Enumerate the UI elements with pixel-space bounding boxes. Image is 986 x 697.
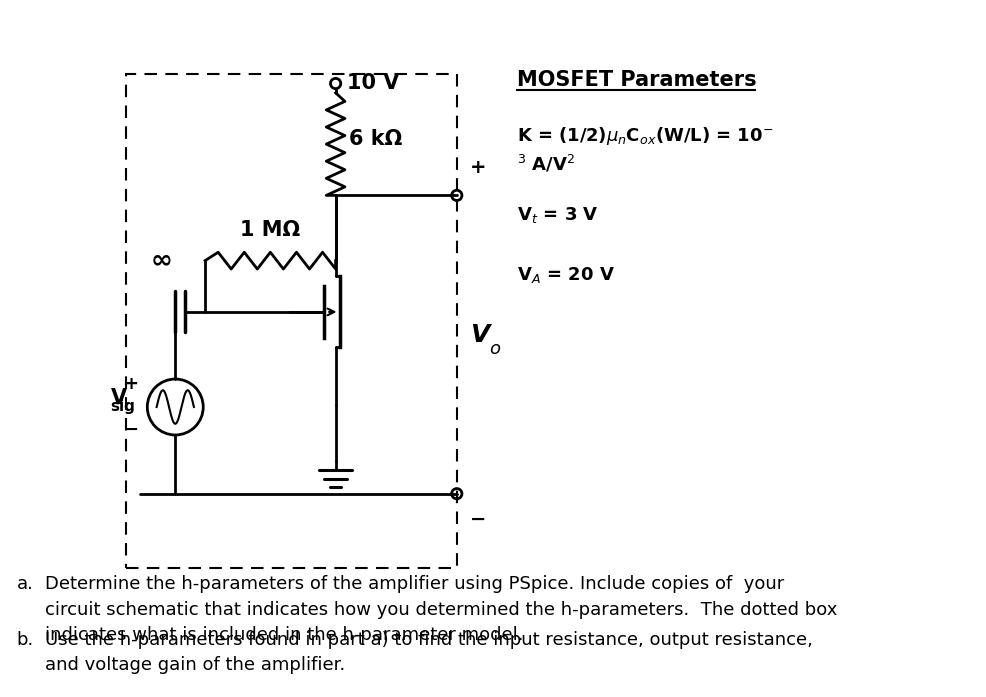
Bar <box>126 74 457 568</box>
Text: V$_A$ = 20 V: V$_A$ = 20 V <box>517 266 614 285</box>
Text: V: V <box>469 323 489 347</box>
Text: Use the h-parameters found in part a) to find the input resistance, output resis: Use the h-parameters found in part a) to… <box>44 631 811 675</box>
Text: $^3$ A/V$^2$: $^3$ A/V$^2$ <box>517 153 575 174</box>
Text: V$_t$ = 3 V: V$_t$ = 3 V <box>517 205 599 224</box>
Text: b.: b. <box>17 631 34 649</box>
Text: 10 V: 10 V <box>346 72 398 93</box>
Text: sig: sig <box>110 399 135 415</box>
Text: o: o <box>489 340 500 358</box>
Text: +: + <box>469 158 486 177</box>
Text: K = (1/2)$\mu_n$C$_{ox}$(W/L) = 10$^{-}$: K = (1/2)$\mu_n$C$_{ox}$(W/L) = 10$^{-}$ <box>517 125 773 148</box>
Text: V: V <box>110 388 126 408</box>
Text: +: + <box>123 375 138 392</box>
Text: −: − <box>122 421 138 439</box>
Text: −: − <box>469 510 486 529</box>
Text: MOSFET Parameters: MOSFET Parameters <box>517 70 756 89</box>
Text: 1 MΩ: 1 MΩ <box>240 220 300 240</box>
Text: a.: a. <box>17 575 34 593</box>
Text: ∞: ∞ <box>150 247 173 274</box>
Text: Determine the h-parameters of the amplifier using PSpice. Include copies of  you: Determine the h-parameters of the amplif… <box>44 575 836 644</box>
Text: 6 kΩ: 6 kΩ <box>348 130 401 149</box>
